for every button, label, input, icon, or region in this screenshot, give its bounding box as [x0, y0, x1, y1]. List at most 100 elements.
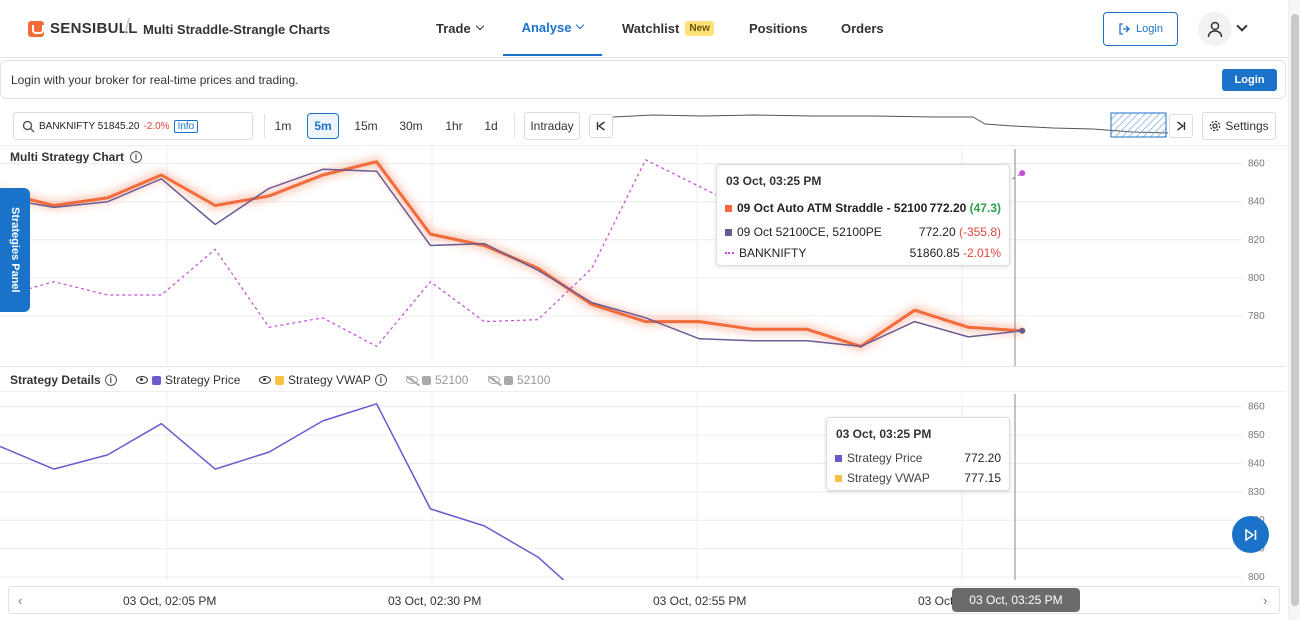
gear-icon — [1210, 120, 1221, 132]
search-icon — [22, 120, 35, 132]
banner-login-button[interactable]: Login — [1222, 69, 1277, 91]
nav-analyse[interactable]: Analyse — [503, 0, 602, 56]
series-line — [0, 159, 1023, 347]
symbol-price: BANKNIFTY 51845.20 — [39, 120, 140, 132]
title-divider: / — [124, 14, 131, 39]
legend-label: 52100 — [435, 373, 469, 387]
skip-forward-button[interactable] — [1169, 114, 1193, 138]
chart-title-text: Multi Strategy Chart — [10, 150, 125, 164]
nav-trade[interactable]: Trade — [436, 0, 484, 56]
chevron-down-icon — [475, 21, 484, 31]
y-tick-label: 840 — [1248, 458, 1265, 469]
chevron-left-icon[interactable]: ‹ — [18, 593, 23, 608]
nav-positions[interactable]: Positions — [749, 20, 808, 36]
logo-icon — [28, 20, 44, 37]
login-label: Login — [1136, 23, 1163, 35]
navigator-window[interactable] — [1110, 112, 1167, 138]
y-tick-label: 860 — [1248, 402, 1265, 413]
info-icon[interactable]: i — [104, 374, 117, 386]
tooltip-row: Strategy Price 772.20 — [835, 451, 1001, 465]
symbol-search[interactable]: BANKNIFTY 51845.20 -2.0% Info — [13, 112, 253, 140]
strategy-details-title: Strategy Details i — [10, 373, 117, 387]
legend-52100-ce[interactable]: 52100 — [406, 373, 468, 387]
jump-to-latest-button[interactable] — [1232, 516, 1269, 553]
top-chart-tooltip: 03 Oct, 03:25 PM 09 Oct Auto ATM Straddl… — [716, 164, 1010, 266]
legend-52100-pe[interactable]: 52100 — [488, 373, 550, 387]
info-icon[interactable]: i — [374, 374, 387, 386]
series-marker — [725, 228, 732, 236]
time-label: 03 Oct — [918, 594, 954, 608]
intraday-toggle[interactable]: Intraday — [524, 112, 580, 140]
eye-icon — [259, 376, 271, 384]
login-button[interactable]: Login — [1103, 12, 1178, 46]
y-tick-label: 860 — [1248, 159, 1265, 170]
tooltip-row: Strategy VWAP 777.15 — [835, 471, 1001, 485]
legend-strategy-vwap[interactable]: Strategy VWAP i — [259, 373, 387, 387]
avatar[interactable] — [1198, 12, 1232, 46]
multi-strategy-chart-title: Multi Strategy Chart i — [10, 150, 143, 164]
banner-text: Login with your broker for real-time pri… — [11, 73, 299, 87]
settings-button[interactable]: Settings — [1202, 112, 1276, 140]
info-button[interactable]: Info — [173, 119, 199, 133]
nav-orders[interactable]: Orders — [841, 20, 884, 36]
nav-watchlist-label: Watchlist — [622, 20, 680, 36]
skip-back-button[interactable] — [589, 114, 613, 138]
time-label: 03 Oct, 02:05 PM — [123, 594, 217, 608]
series-marker — [725, 204, 732, 212]
y-tick-label: 820 — [1248, 235, 1265, 246]
info-icon[interactable]: i — [130, 151, 143, 163]
page-title: Multi Straddle-Strangle Charts — [143, 22, 331, 37]
chevron-down-icon[interactable] — [1236, 20, 1248, 32]
divider — [264, 114, 265, 138]
series-marker — [152, 375, 161, 385]
strategy-details-chart[interactable]: 860850840830820810800 — [0, 394, 1286, 580]
timeframe-1m[interactable]: 1m — [274, 119, 292, 133]
tooltip-value: 772.20 — [929, 201, 967, 215]
series-end-marker — [1019, 170, 1026, 177]
top-navbar: SENSIBULL / Multi Straddle-Strangle Char… — [0, 0, 1300, 58]
tooltip-label: 09 Oct Auto ATM Straddle - 52100 — [737, 201, 928, 215]
timeframe-15m[interactable]: 15m — [354, 119, 378, 133]
eye-off-icon — [406, 376, 418, 384]
y-tick-label: 800 — [1248, 273, 1265, 284]
chevron-right-icon[interactable]: › — [1263, 593, 1268, 608]
range-navigator[interactable] — [613, 108, 1168, 138]
series-marker — [422, 375, 431, 385]
chevron-down-icon — [576, 20, 585, 30]
timeframe-30m[interactable]: 30m — [399, 119, 423, 133]
broker-login-banner: Login with your broker for real-time pri… — [0, 60, 1286, 99]
page-scrollbar[interactable] — [1288, 0, 1300, 620]
y-tick-label: 840 — [1248, 197, 1265, 208]
tooltip-time: 03 Oct, 03:25 PM — [726, 174, 822, 188]
timeframe-5m[interactable]: 5m — [307, 113, 339, 139]
tooltip-value: 777.15 — [964, 471, 1001, 485]
tooltip-change: (-355.8) — [958, 225, 1001, 239]
eye-off-icon — [488, 376, 500, 384]
strategies-panel-tab[interactable]: Strategies Panel — [0, 188, 30, 312]
legend-label: Strategy VWAP — [288, 373, 371, 387]
multi-strategy-chart[interactable]: 860 840 820 800 780 — [0, 146, 1286, 366]
series-line — [0, 403, 565, 580]
legend-label: Strategy Price — [165, 373, 241, 387]
user-icon — [1207, 21, 1223, 38]
tooltip-change: -2.01% — [962, 246, 1001, 260]
nav-watchlist[interactable]: Watchlist New — [622, 0, 714, 56]
series-marker — [725, 252, 734, 254]
nav-trade-label: Trade — [436, 20, 471, 36]
tooltip-value: 772.20 — [918, 225, 956, 239]
series-marker — [835, 474, 842, 482]
legend-label: 52100 — [517, 373, 551, 387]
timeframe-1hr[interactable]: 1hr — [445, 119, 463, 133]
y-tick-label: 830 — [1248, 487, 1265, 498]
current-time-label: 03 Oct, 03:25 PM — [952, 588, 1080, 612]
sensibull-logo[interactable]: SENSIBULL — [28, 20, 138, 37]
scrollbar-thumb[interactable] — [1291, 14, 1299, 606]
settings-label: Settings — [1225, 119, 1269, 133]
timeframe-1d[interactable]: 1d — [484, 119, 498, 133]
skip-back-icon — [596, 121, 605, 131]
series-line — [0, 168, 1023, 348]
chart-toolbar: BANKNIFTY 51845.20 -2.0% Info 1m 5m 15m … — [0, 106, 1286, 146]
logo-text: SENSIBULL — [50, 20, 138, 37]
legend-strategy-price[interactable]: Strategy Price — [136, 373, 240, 387]
tooltip-label: 09 Oct 52100CE, 52100PE — [737, 225, 882, 239]
